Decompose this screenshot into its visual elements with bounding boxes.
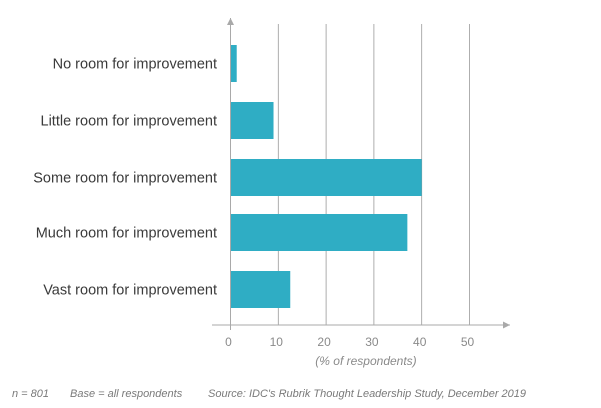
bar (230, 159, 422, 196)
footer-sample-size: n = 801 (12, 388, 49, 400)
axes (212, 18, 510, 330)
bar (230, 45, 237, 82)
bar (230, 214, 408, 251)
x-axis-title: (% of respondents) (315, 354, 416, 368)
y-axis-arrow (227, 18, 234, 25)
footer-base: Base = all respondents (70, 388, 183, 400)
category-label: Some room for improvement (33, 171, 217, 187)
x-tick-label: 10 (270, 335, 284, 349)
footer: n = 801 Base = all respondents Source: I… (12, 388, 526, 400)
x-tick-labels: 0 10 20 30 40 50 (225, 335, 474, 349)
x-tick-label: 0 (225, 335, 232, 349)
category-label: Little room for improvement (41, 114, 217, 130)
bars (230, 45, 422, 308)
category-label: Much room for improvement (36, 226, 217, 242)
bar (230, 102, 274, 139)
category-labels: No room for improvement Little room for i… (33, 57, 217, 299)
x-tick-label: 40 (413, 335, 427, 349)
x-axis-arrow (503, 321, 510, 329)
x-tick-label: 50 (461, 335, 475, 349)
x-tick-label: 20 (317, 335, 331, 349)
bar (230, 271, 291, 308)
category-label: Vast room for improvement (43, 283, 217, 299)
category-label: No room for improvement (53, 57, 217, 73)
footer-source: Source: IDC's Rubrik Thought Leadership … (208, 388, 526, 400)
x-tick-label: 30 (365, 335, 379, 349)
